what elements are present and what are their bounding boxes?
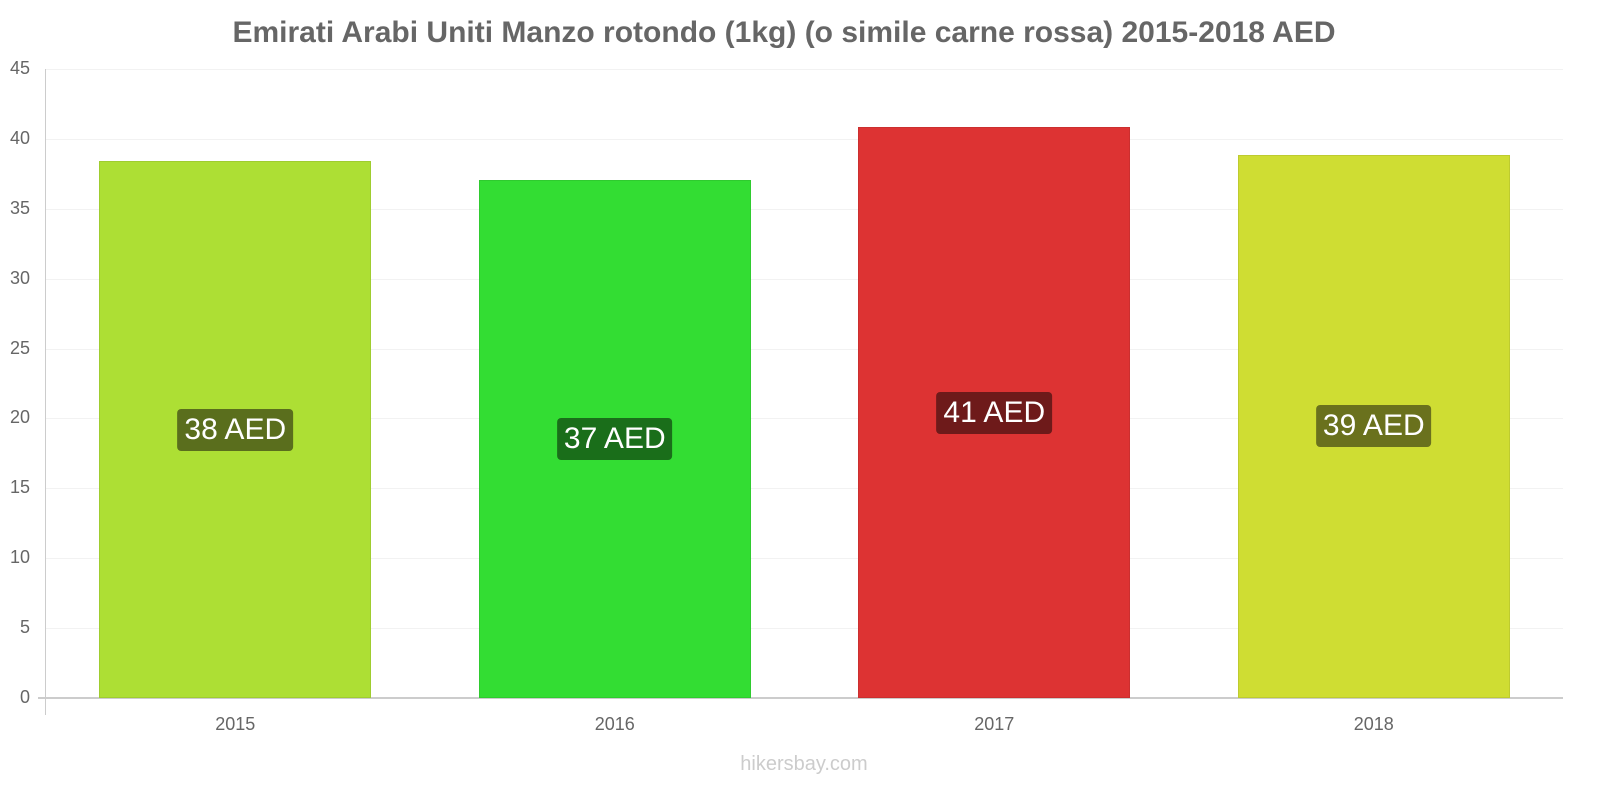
data-label-2017: 41 AED (936, 391, 1053, 434)
gridline (46, 488, 1563, 489)
gridline (46, 279, 1563, 280)
data-label-2016: 37 AED (556, 418, 673, 461)
watermark: hikersbay.com (740, 753, 868, 775)
gridline (46, 628, 1563, 629)
y-tick-label: 15 (9, 477, 30, 498)
gridline (46, 558, 1563, 559)
x-tick-label: 2017 (974, 714, 1015, 734)
y-tick-label: 10 (9, 547, 30, 568)
gridline (46, 349, 1563, 350)
x-tick-label: 2016 (594, 714, 635, 734)
data-label-2015: 38 AED (177, 408, 294, 451)
gridline (46, 139, 1563, 140)
gridline (46, 418, 1563, 419)
y-tick-label: 25 (9, 337, 30, 358)
data-label-2018: 39 AED (1315, 405, 1432, 448)
y-axis-line (45, 69, 46, 715)
x-tick-label: 2018 (1353, 714, 1394, 734)
x-axis-line (38, 697, 1563, 699)
y-tick-label: 45 (9, 58, 30, 78)
y-tick-label: 0 (19, 687, 30, 707)
gridline (46, 69, 1563, 70)
chart-title: Emirati Arabi Uniti Manzo rotondo (1kg) … (232, 16, 1336, 49)
y-tick-label: 20 (9, 407, 30, 428)
x-tick-label: 2015 (215, 714, 256, 734)
gridline (46, 209, 1563, 210)
y-tick-label: 40 (9, 127, 30, 148)
y-tick-label: 35 (9, 197, 30, 218)
y-tick-label: 5 (19, 617, 30, 638)
y-tick-label: 30 (9, 267, 30, 288)
